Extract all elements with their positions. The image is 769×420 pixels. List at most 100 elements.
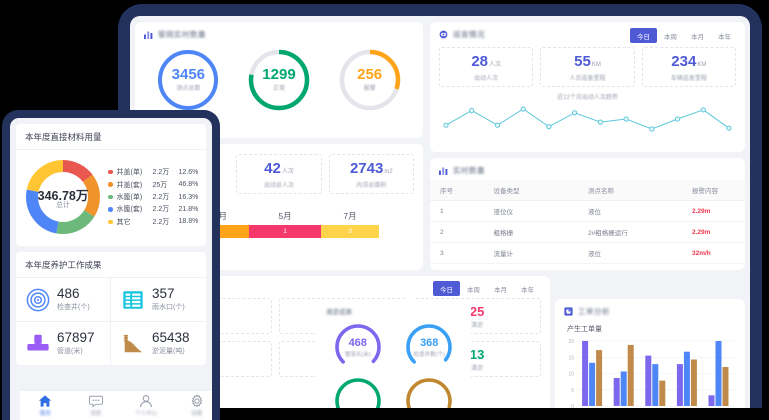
user-icon [140, 395, 153, 408]
legend-value: 2.2万 [152, 206, 170, 214]
kpi-dispatch: 28人次 出动人次 [439, 47, 534, 87]
patrol-tabs[interactable]: 今日 本周 本月 本年 [630, 28, 738, 43]
chart-subtitle-top: 产生工单量 [567, 326, 602, 333]
donut-legend: 井盖(单) 2.2万 12.6% 井盖(套) 25万 46.8% 水篦(单) 2… [104, 165, 202, 229]
kpi-value: 42 [264, 160, 281, 177]
legend-value: 2.2万 [152, 218, 170, 226]
kpi-person-km: 55KM 人员巡查里程 [540, 47, 635, 87]
panel-title: 工单分析 [578, 307, 610, 316]
gauge-label: 检查井数(个) [413, 352, 445, 358]
tabbar-item-message[interactable]: 消息 [71, 391, 122, 420]
stat-label: 雨水口(个) [152, 304, 185, 312]
legend-item: 井盖(单) 2.2万 12.6% [108, 167, 202, 177]
panel-dredge-results: 清淤成果 468 管道长(米) 368 检查井数(个) [316, 299, 471, 408]
tab-month[interactable]: 本月 [691, 33, 704, 41]
kpi-unit: m2 [384, 169, 393, 175]
bar-chart-icon [439, 167, 448, 175]
stat-label: 淤泥量(吨) [152, 348, 185, 356]
cell-alarm: 2.29m [681, 221, 745, 243]
phone-screen: 本年度直接材料用量 346.78万 总计 井盖(单) 2.2万 12.6% [10, 118, 212, 420]
ring-label: 正常 [272, 86, 285, 92]
stat-pipe-length[interactable]: 67897 管道(米) [16, 322, 111, 366]
table-row[interactable]: 3 流量计 液位 32m/h [430, 242, 745, 264]
tabbar-label: 设置 [191, 411, 203, 417]
tabbar-item-user[interactable]: 个人中心 [121, 391, 172, 420]
tab-week[interactable]: 本周 [664, 33, 677, 41]
gauge-group: 468 管道长(米) 368 检查井数(个) [316, 316, 471, 373]
panel-title: 巡查情况 [453, 30, 485, 39]
legend-item: 其它 2.2万 18.8% [108, 217, 202, 227]
eye-icon [439, 30, 448, 39]
legend-item: 水篦(套) 2.2万 21.8% [108, 204, 202, 214]
stat-value: 357 [152, 286, 175, 301]
legend-percent: 21.8% [178, 205, 199, 213]
legend-name: 其它 [116, 218, 131, 226]
tab-today[interactable]: 今日 [630, 28, 657, 43]
phone-tabbar[interactable]: 首页 消息 个人中心 [20, 390, 212, 420]
table-row[interactable]: 1 液位仪 液位 2.29m [430, 200, 745, 222]
maintain-stat-grid: 486 检查井(个) [16, 278, 206, 366]
tabbar-item-home[interactable]: 首页 [20, 391, 71, 420]
legend-percent: 12.6% [178, 168, 199, 176]
card-maintain-results: 本年度养护工作成果 486 检查井(个) [16, 252, 206, 366]
panel-header: 实时数量 [430, 158, 745, 179]
mini-value: 13 [469, 347, 485, 362]
message-icon [88, 395, 103, 408]
kpi-label: 出动人次 [474, 76, 499, 82]
kpi-vehicle-km: 234KM 车辆巡查里程 [641, 47, 736, 87]
legend-percent: 18.8% [178, 218, 199, 226]
ring-value: 1299 [262, 66, 296, 83]
stat-manhole[interactable]: 486 检查井(个) [16, 278, 111, 323]
workorder-bar-chart: 051015201月2月3月4月5月 [555, 334, 745, 408]
tab-today[interactable]: 今日 [433, 281, 460, 296]
gauge-label: 管道长(米) [344, 352, 371, 358]
cell-device: 粗格栅 [483, 221, 579, 243]
th-device: 设备类型 [483, 180, 579, 201]
tabbar-item-settings[interactable]: 设置 [172, 391, 213, 420]
tab-month[interactable]: 本月 [494, 286, 507, 294]
legend-name: 水篦(单) [116, 194, 143, 201]
ring-normal: 1299 正常 [246, 47, 312, 113]
stat-rain-inlet[interactable]: 357 雨水口(个) [111, 278, 206, 323]
home-icon [39, 395, 52, 407]
tab-year[interactable]: 本年 [718, 33, 731, 41]
table-row[interactable]: 2 粗格栅 2#粗格栅运行 2.29m [430, 221, 745, 243]
donut-total-label: 总计 [56, 202, 70, 209]
gauge-extra-1 [332, 375, 384, 408]
gauge-group-secondary [316, 373, 471, 408]
svg-text:15: 15 [568, 355, 574, 361]
bar-chart-icon [144, 31, 153, 39]
card-title: 本年度直接材料用量 [16, 124, 206, 150]
kpi-value: 28 [471, 53, 488, 70]
legend-percent: 16.3% [178, 193, 199, 201]
pipe-icon [27, 334, 49, 351]
manhole-icon [26, 288, 50, 311]
kpi-total-dispatch: 42人次 出动总人次 [236, 154, 322, 194]
tab-week[interactable]: 本周 [467, 286, 480, 294]
kpi-value: 55 [574, 53, 591, 70]
tablet-screen: 管网实时数量 3456 测点总数 1299 正 [130, 16, 750, 408]
panel-patrol: 巡查情况 今日 本周 本月 本年 28人次 出动人次 55KM 人员巡查里程 2… [430, 22, 745, 152]
cell-alarm: 2.29m [681, 200, 745, 222]
ring-value: 256 [357, 66, 383, 83]
cell-device: 流量计 [483, 242, 579, 264]
month-rank-item[interactable]: 5月 1 [249, 210, 321, 238]
gauge-value: 368 [420, 337, 439, 349]
legend-percent: 46.8% [178, 181, 199, 189]
cell-alarm: 32m/h [681, 242, 745, 264]
ring-total: 3456 测点总数 [155, 47, 221, 113]
stat-label: 管道(米) [57, 348, 83, 356]
kpi-value: 2743 [349, 160, 384, 177]
stat-sludge[interactable]: 65438 淤泥量(吨) [111, 322, 206, 365]
tabbar-label: 消息 [90, 411, 102, 417]
legend-dot [108, 169, 113, 175]
panel-alarm-table: 实时数量 序号 设备类型 测点名称 报警内容 1 液位仪 液位 [430, 158, 745, 270]
material-donut: 346.78万 总计 [22, 156, 104, 238]
th-index: 序号 [430, 180, 484, 201]
alarm-table: 序号 设备类型 测点名称 报警内容 1 液位仪 液位 2.29m 2 [430, 180, 745, 264]
tab-year[interactable]: 本年 [521, 286, 534, 294]
month-rank-item[interactable]: 7月 3 [321, 210, 379, 238]
kpi-label: 出动总人次 [263, 183, 294, 189]
legend-dot [108, 182, 113, 187]
repair-tabs[interactable]: 今日 本周 本月 本年 [433, 281, 541, 296]
